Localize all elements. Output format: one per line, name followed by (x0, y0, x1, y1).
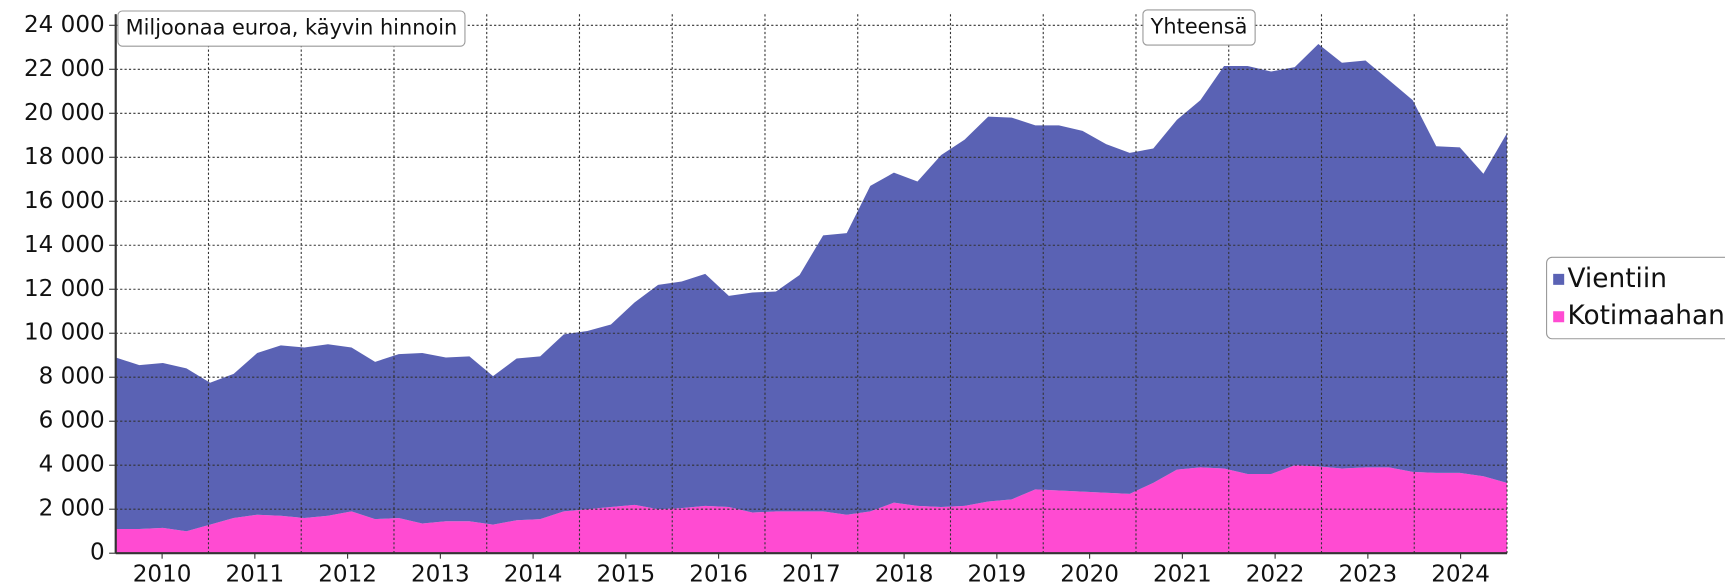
y-tick-label: 10 000 (24, 320, 105, 346)
x-tick-label: 2020 (1060, 562, 1119, 584)
x-tick-label: 2017 (782, 562, 841, 584)
x-tick-label: 2015 (596, 562, 655, 584)
legend-swatch (1553, 311, 1565, 323)
x-tick-label: 2021 (1153, 562, 1212, 584)
y-tick-label: 4 000 (39, 452, 105, 478)
legend-box (1546, 256, 1725, 340)
legend-label: Kotimaahan (1567, 301, 1724, 331)
area (115, 465, 1507, 554)
x-tick-label: 2018 (875, 562, 934, 584)
y-tick-label: 6 000 (39, 408, 105, 434)
y-tick-label: 12 000 (24, 276, 105, 302)
x-tick-label: 2019 (967, 562, 1026, 584)
x-tick-label: 2013 (411, 562, 470, 584)
legend-swatch (1553, 273, 1565, 285)
y-tick-label: 24 000 (24, 12, 105, 38)
y-tick-label: 20 000 (24, 100, 105, 126)
area (115, 43, 1507, 532)
x-tick-label: 2016 (689, 562, 748, 584)
y-tick-label: 22 000 (24, 56, 105, 82)
x-tick-label: 2022 (1246, 562, 1305, 584)
x-tick-label: 2014 (504, 562, 563, 584)
x-tick-label: 2012 (318, 562, 377, 584)
x-tick-label: 2024 (1431, 562, 1490, 584)
y-tick-label: 0 (90, 540, 105, 566)
x-tick-label: 2010 (133, 562, 192, 584)
y-tick-label: 2 000 (39, 496, 105, 522)
annotation-box (1142, 9, 1256, 46)
annotation: Yhteensä (1150, 14, 1248, 38)
legend-label: Vientiin (1567, 264, 1666, 294)
x-tick-label: 2011 (225, 562, 284, 584)
y-tick-label: 18 000 (24, 144, 105, 170)
y-tick-label: 16 000 (24, 188, 105, 214)
y-tick-label: 8 000 (39, 364, 105, 390)
annotation-box (117, 10, 466, 47)
y-tick-label: 14 000 (24, 232, 105, 258)
x-tick-label: 2023 (1338, 562, 1397, 584)
annotation: Miljoonaa euroa, käyvin hinnoin (126, 16, 458, 40)
